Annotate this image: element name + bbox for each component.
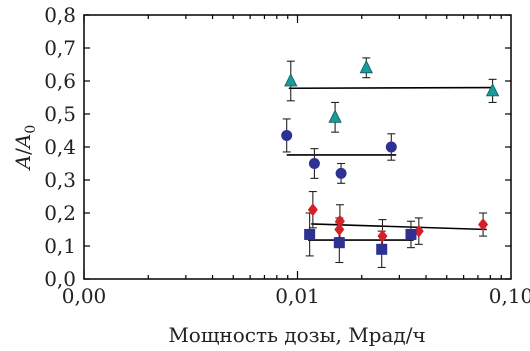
circle-marker [308,158,320,169]
y-axis-ticks: 0,0 0,1 0,2 0,3 0,4 0,5 0,6 0,7 0,8 [44,3,511,291]
square-marker [304,228,316,240]
x-tick-label: 0,10 [489,284,530,308]
circle-marker [335,167,347,179]
circle-marker [385,141,397,153]
fit-line-triangle [288,86,494,90]
y-tick-label: 0,2 [44,201,76,225]
svg-text:A/A0: A/A0 [11,125,39,172]
y-tick-label: 0,5 [44,102,76,126]
square-marker [333,237,345,249]
triangle-marker [328,109,342,123]
diamond-marker [377,229,388,243]
x-tick-label: 0,01 [275,284,320,308]
y-axis-title-subscript: 0 [23,125,39,134]
diamond-marker [307,203,318,217]
diamond-marker [334,214,345,228]
x-axis-ticks: 0,00 0,01 0,10 [62,15,530,308]
plot-area: 0,0 0,1 0,2 0,3 0,4 0,5 0,6 0,7 0,8 0,00 0,01 0,10 [44,3,530,308]
y-tick-label: 0,0 [44,267,76,291]
triangle-marker [284,73,298,87]
y-axis-title: A/A0 [11,125,39,172]
axes-frame [83,14,512,280]
data-markers [281,59,500,255]
diamond-marker [334,223,345,236]
triangle-marker [485,83,500,97]
circle-marker [281,129,293,141]
x-axis-title: Мощность дозы, Мрад/ч [168,323,425,347]
diamond-marker [478,218,489,232]
y-axis-title-numerator: A [11,155,35,171]
y-tick-label: 0,3 [44,168,76,192]
y-tick-label: 0,4 [44,135,76,159]
square-marker [405,228,417,240]
triangle-marker [359,59,373,74]
y-tick-label: 0,1 [44,234,76,258]
x-tick-label: 0,00 [62,284,107,308]
y-tick-label: 0,7 [44,36,76,60]
y-axis-title-denominator: A [11,134,35,150]
y-tick-label: 0,8 [44,3,76,27]
y-tick-label: 0,6 [44,69,76,93]
square-marker [376,243,388,255]
